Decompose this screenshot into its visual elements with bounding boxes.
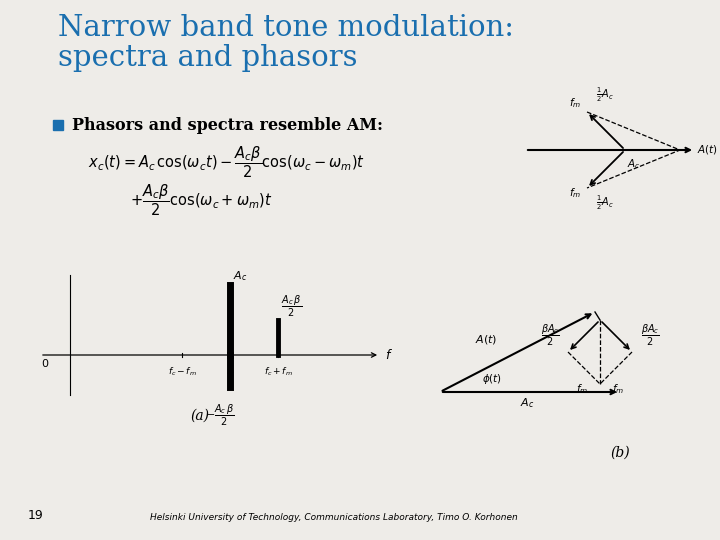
Text: $f_m$: $f_m$ — [576, 382, 588, 396]
Text: $A_c$: $A_c$ — [521, 396, 535, 410]
Text: $\dfrac{\beta A_c}{2}$: $\dfrac{\beta A_c}{2}$ — [641, 323, 660, 348]
Text: $x_c(t) = A_c\,\cos(\omega_c t)-\dfrac{A_c\beta}{2}\cos(\omega_c-\omega_m)t$: $x_c(t) = A_c\,\cos(\omega_c t)-\dfrac{A… — [88, 144, 365, 180]
Text: $-\dfrac{A_c\,\beta}{2}$: $-\dfrac{A_c\,\beta}{2}$ — [206, 403, 234, 428]
Text: $f_c + f_m$: $f_c + f_m$ — [264, 365, 292, 377]
Text: Narrow band tone modulation:: Narrow band tone modulation: — [58, 14, 514, 42]
Text: $f_m$: $f_m$ — [569, 96, 581, 110]
Text: Phasors and spectra resemble AM:: Phasors and spectra resemble AM: — [72, 117, 383, 133]
Text: 19: 19 — [28, 509, 44, 522]
Text: $\dfrac{A_c\,\beta}{2}$: $\dfrac{A_c\,\beta}{2}$ — [281, 294, 302, 319]
Text: (b): (b) — [610, 446, 630, 460]
Text: Helsinki University of Technology, Communications Laboratory, Timo O. Korhonen: Helsinki University of Technology, Commu… — [150, 513, 518, 522]
Text: (a): (a) — [191, 409, 210, 423]
Text: $0$: $0$ — [41, 357, 49, 369]
Text: $+\dfrac{A_c\beta}{2}\cos(\omega_c+\omega_m)t$: $+\dfrac{A_c\beta}{2}\cos(\omega_c+\omeg… — [130, 182, 273, 218]
Text: $f_c - f_m$: $f_c - f_m$ — [168, 365, 197, 377]
Text: $\dfrac{\beta A_c}{2}$: $\dfrac{\beta A_c}{2}$ — [541, 323, 559, 348]
Text: $A(t)$: $A(t)$ — [475, 333, 498, 346]
Text: spectra and phasors: spectra and phasors — [58, 44, 358, 72]
Text: $A_c$: $A_c$ — [233, 269, 248, 283]
Text: $f_m$: $f_m$ — [569, 186, 581, 200]
Text: $A_c$: $A_c$ — [627, 157, 641, 171]
Text: $\frac{1}{2}A_c$: $\frac{1}{2}A_c$ — [596, 194, 614, 212]
Text: $\frac{1}{2}A_c$: $\frac{1}{2}A_c$ — [596, 86, 614, 104]
Text: $\phi(t)$: $\phi(t)$ — [482, 372, 502, 386]
Text: $f$: $f$ — [385, 348, 393, 362]
Text: $A(t)$: $A(t)$ — [697, 144, 718, 157]
Text: $f_c$: $f_c$ — [225, 365, 234, 377]
Text: $f_m$: $f_m$ — [612, 382, 624, 396]
